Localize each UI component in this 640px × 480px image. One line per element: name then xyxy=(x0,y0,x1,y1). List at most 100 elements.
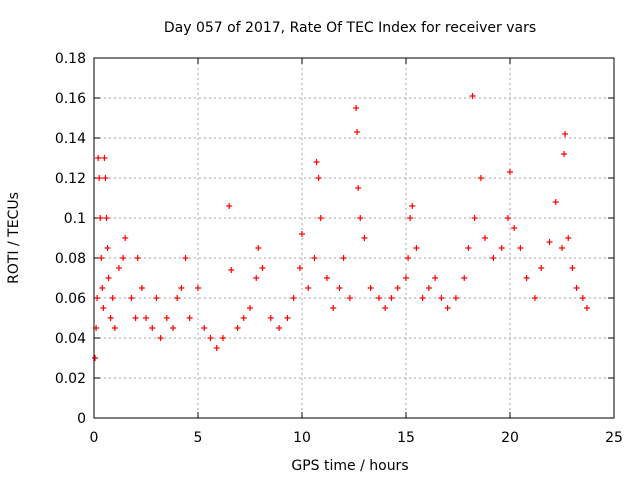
data-point xyxy=(92,355,99,361)
data-point xyxy=(240,315,247,321)
data-point xyxy=(531,295,538,301)
data-point xyxy=(355,185,362,191)
y-tick-label: 0.16 xyxy=(55,91,86,107)
data-point xyxy=(103,215,110,221)
data-point xyxy=(552,199,559,205)
data-point xyxy=(207,335,214,341)
y-tick-label: 0.04 xyxy=(55,331,86,347)
data-point xyxy=(346,295,353,301)
data-point xyxy=(96,175,103,181)
data-point xyxy=(153,295,160,301)
data-point xyxy=(134,255,141,261)
data-point xyxy=(219,335,226,341)
data-point xyxy=(276,325,283,331)
data-point xyxy=(163,315,170,321)
data-point xyxy=(95,155,102,161)
data-point xyxy=(388,295,395,301)
grid-lines xyxy=(94,58,614,418)
data-point xyxy=(569,265,576,271)
y-axis-label: ROTI / TECUs xyxy=(6,192,22,284)
data-point xyxy=(132,315,139,321)
data-point xyxy=(403,275,409,281)
x-tick-label: 25 xyxy=(605,430,623,446)
y-tick-label: 0 xyxy=(77,411,86,427)
data-point xyxy=(111,325,118,331)
data-point xyxy=(361,235,368,241)
data-point xyxy=(559,245,565,251)
x-tick-label: 5 xyxy=(194,430,203,446)
data-point xyxy=(247,305,253,311)
data-point xyxy=(299,231,305,237)
data-point xyxy=(99,285,106,291)
y-tick-label: 0.02 xyxy=(55,371,86,387)
data-point xyxy=(228,267,235,273)
data-point xyxy=(94,295,101,301)
data-point xyxy=(174,295,181,301)
data-point xyxy=(234,325,241,331)
data-point xyxy=(382,305,389,311)
plot-frame xyxy=(93,57,615,419)
data-point xyxy=(523,275,530,281)
data-point xyxy=(290,295,297,301)
data-point xyxy=(195,285,201,291)
x-tick-label: 20 xyxy=(501,430,519,446)
data-point xyxy=(469,93,476,99)
data-point xyxy=(253,275,260,281)
data-point xyxy=(105,275,112,281)
data-point xyxy=(104,245,111,251)
data-point xyxy=(504,215,511,221)
data-point xyxy=(405,255,412,261)
data-point xyxy=(432,275,439,281)
data-point xyxy=(353,105,360,111)
data-point xyxy=(109,295,116,301)
data-point xyxy=(413,245,420,251)
data-point xyxy=(561,151,568,157)
data-point xyxy=(490,255,497,261)
data-point xyxy=(259,265,266,271)
data-point xyxy=(511,225,518,231)
data-point xyxy=(317,215,324,221)
data-points xyxy=(92,93,590,361)
data-point xyxy=(186,315,193,321)
data-point xyxy=(394,285,401,291)
data-point xyxy=(357,215,364,221)
data-point xyxy=(120,255,127,261)
data-point xyxy=(330,305,337,311)
data-point xyxy=(201,325,208,331)
data-point xyxy=(107,315,114,321)
data-point xyxy=(409,203,416,209)
y-tick-label: 0.18 xyxy=(55,51,86,67)
x-tick-label: 10 xyxy=(293,430,311,446)
data-point xyxy=(517,245,524,251)
data-point xyxy=(284,315,291,321)
data-point xyxy=(157,335,164,341)
data-point xyxy=(128,295,135,301)
data-point xyxy=(143,315,149,321)
data-point xyxy=(226,203,233,209)
data-point xyxy=(122,235,129,241)
data-point xyxy=(367,285,374,291)
chart-title: Day 057 of 2017, Rate Of TEC Index for r… xyxy=(164,20,536,36)
data-point xyxy=(255,245,262,251)
data-point xyxy=(323,275,330,281)
data-point xyxy=(311,255,318,261)
tick-marks xyxy=(93,57,615,419)
data-point xyxy=(444,305,451,311)
data-point xyxy=(98,255,105,261)
x-tick-label: 0 xyxy=(90,430,99,446)
data-point xyxy=(573,285,580,291)
data-point xyxy=(267,315,274,321)
data-point xyxy=(482,235,489,241)
data-point xyxy=(336,285,343,291)
data-point xyxy=(101,155,108,161)
data-point xyxy=(182,255,189,261)
data-point xyxy=(375,295,382,301)
data-point xyxy=(100,305,107,311)
data-point xyxy=(115,265,122,271)
data-point xyxy=(498,245,505,251)
data-point xyxy=(149,325,156,331)
data-point xyxy=(178,285,185,291)
data-point xyxy=(461,275,468,281)
data-point xyxy=(583,305,590,311)
